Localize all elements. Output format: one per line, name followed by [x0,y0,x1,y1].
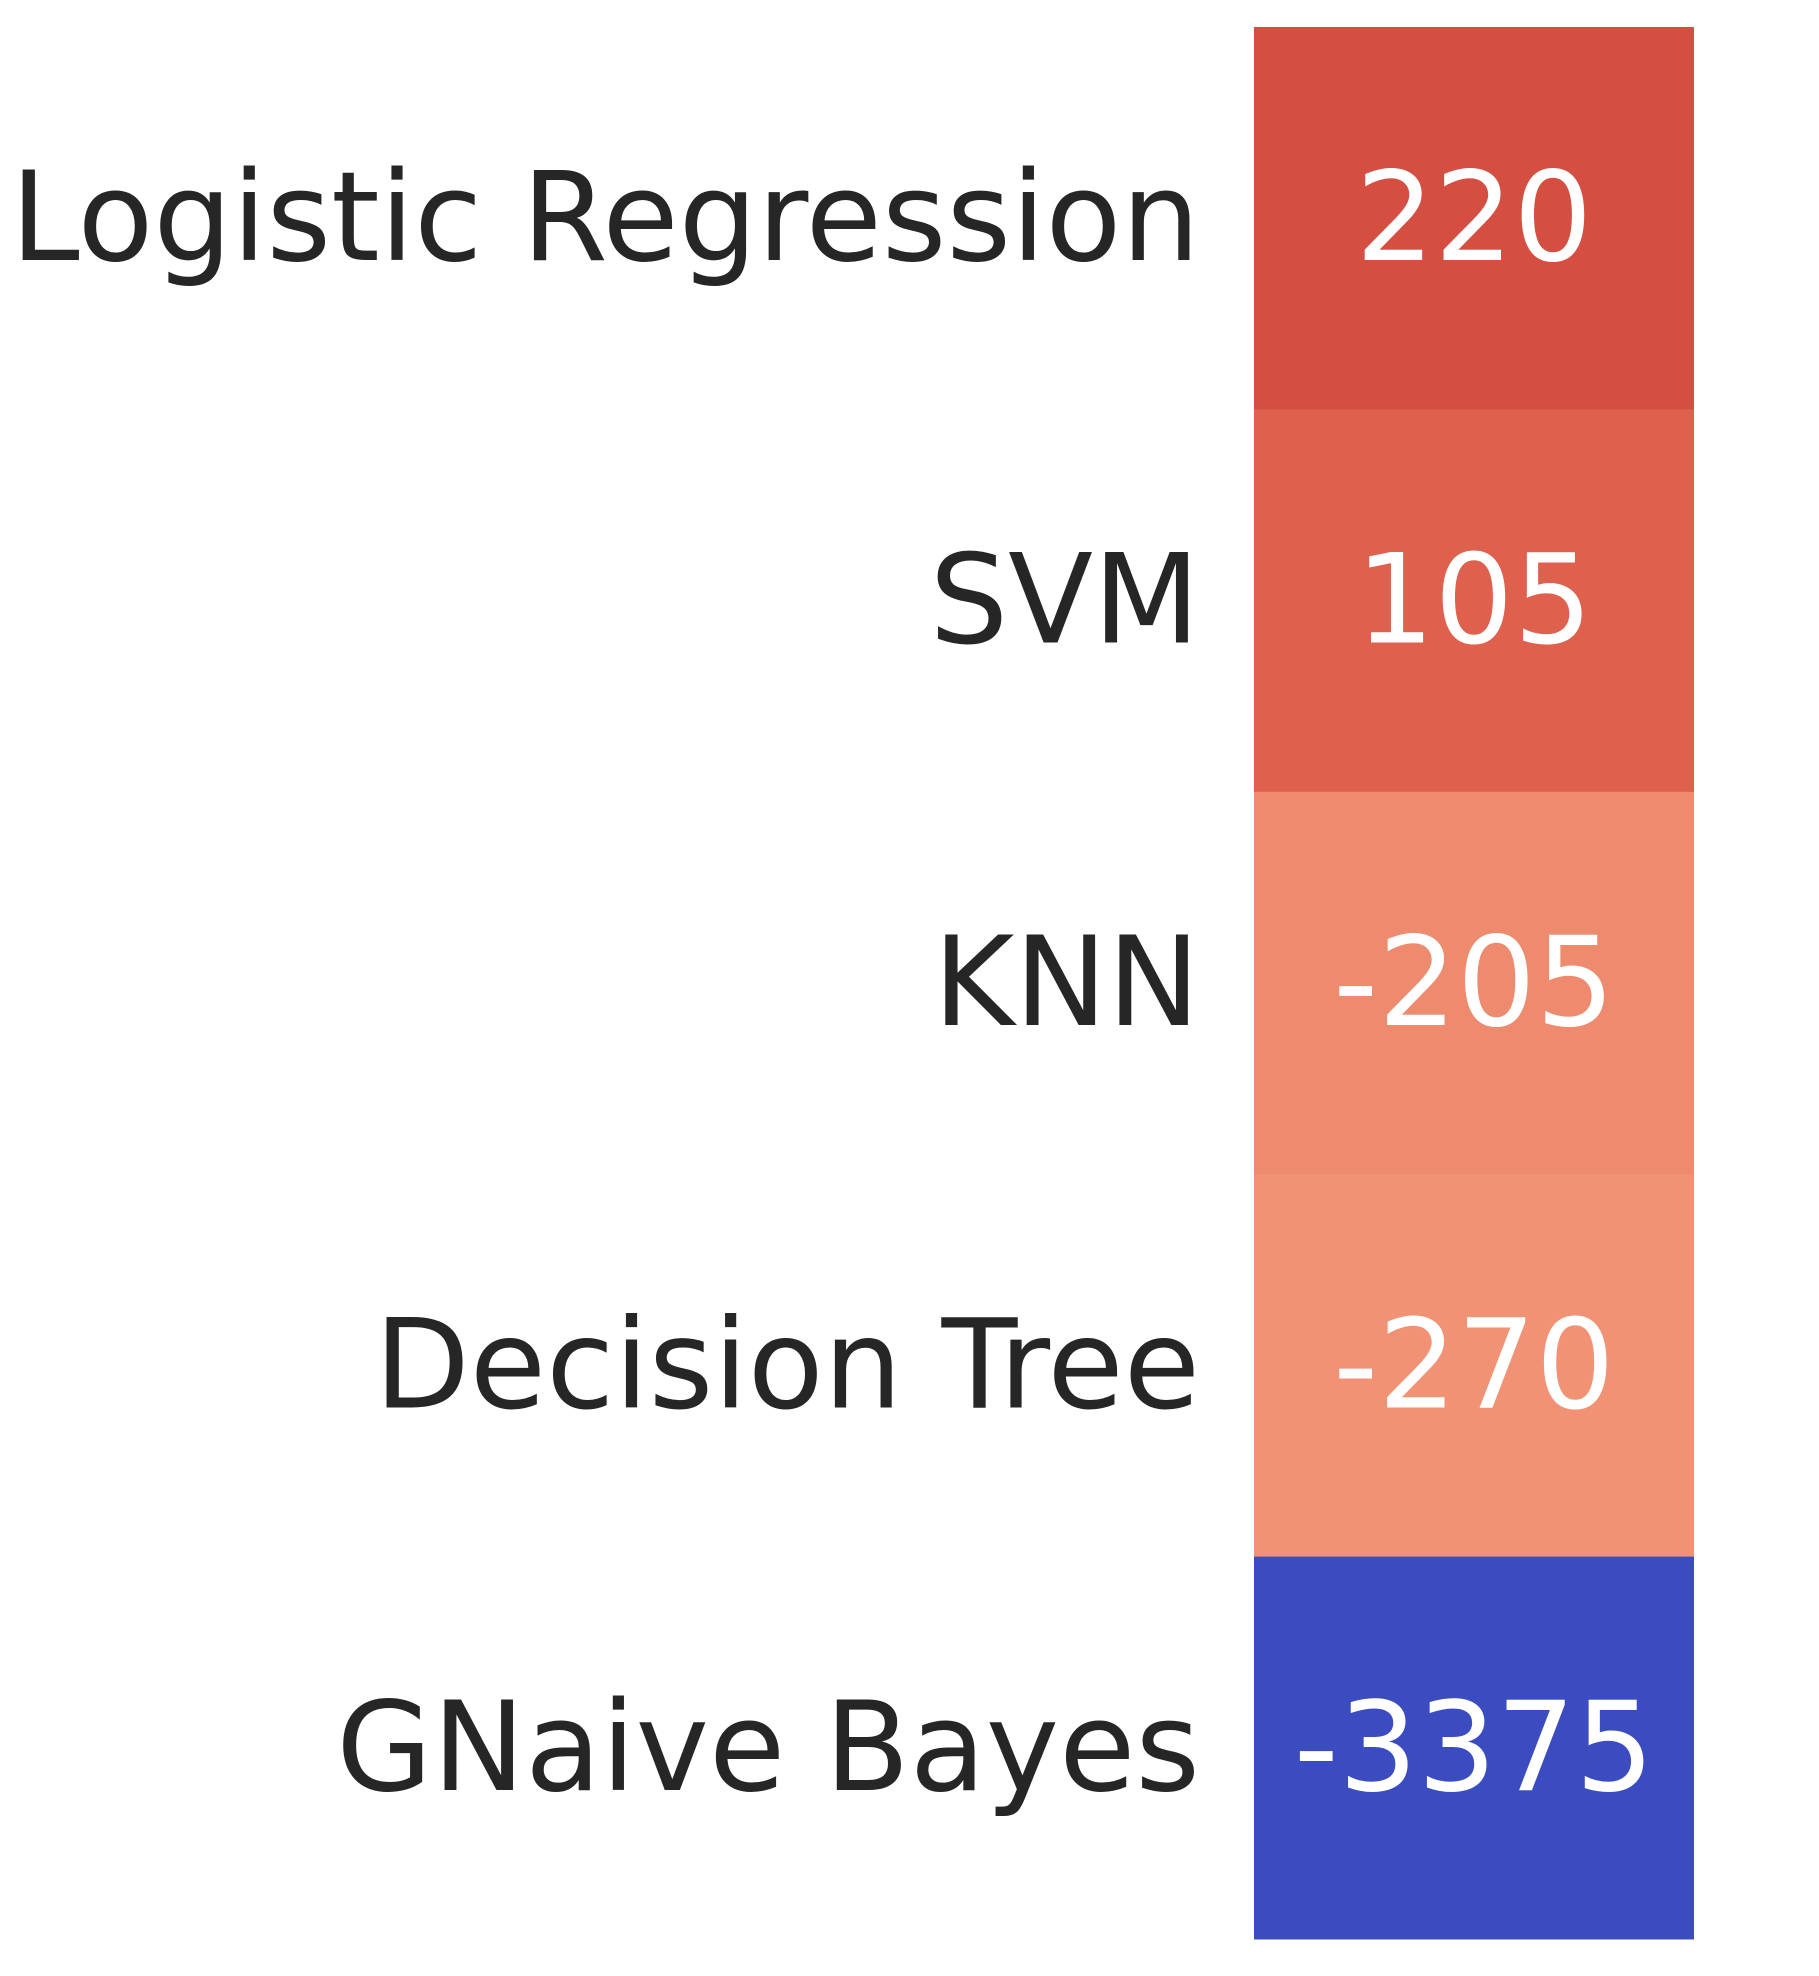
row-tick-label: KNN [933,911,1200,1055]
cell-value-label: -3375 [1294,1676,1654,1820]
cell-value-label: 220 [1356,146,1593,290]
cell-value-labels: 220 105 -205 -270 -3375 [1294,146,1654,1820]
heatmap-cell [1254,27,1694,410]
heatmap-cells [1254,27,1694,1940]
heatmap-cell [1254,1556,1694,1940]
cell-value-label: -270 [1333,1293,1614,1437]
heatmap-cell [1254,409,1694,793]
row-tick-label: SVM [929,529,1200,673]
row-tick-label: GNaive Bayes [336,1676,1200,1820]
heatmap-cell [1254,791,1694,1175]
row-labels: Logistic Regression SVM KNN Decision Tree GN… [11,146,1200,1820]
heatmap-cell [1254,1174,1694,1558]
cell-value-label: -205 [1333,911,1614,1055]
cell-value-label: 105 [1356,529,1593,673]
row-tick-label: Decision Tree [374,1293,1200,1437]
row-tick-label: Logistic Regression [11,146,1200,290]
